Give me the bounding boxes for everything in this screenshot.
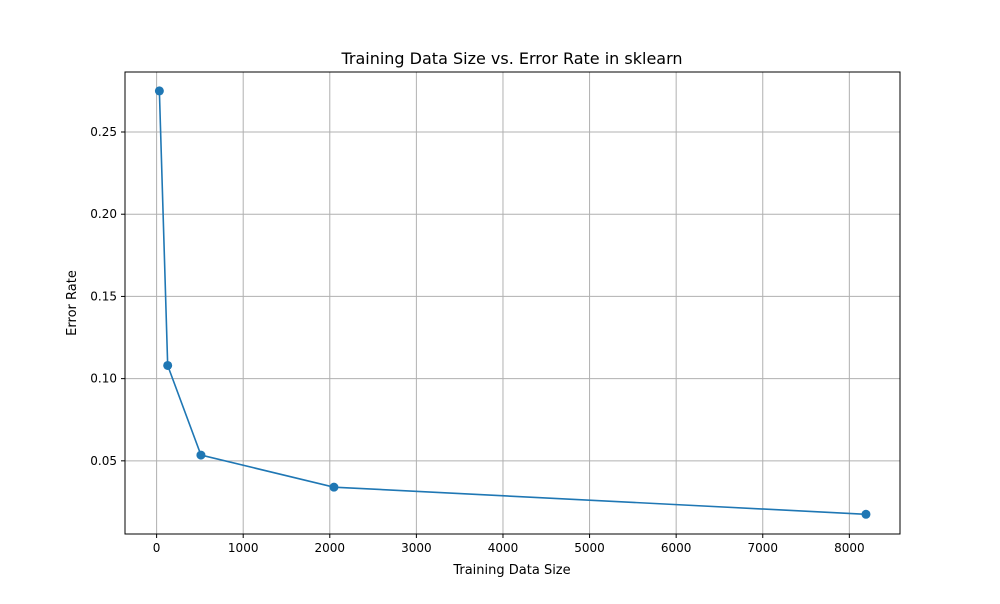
x-tick-label: 4000 xyxy=(488,541,519,555)
data-point xyxy=(163,360,173,370)
x-tick-label: 8000 xyxy=(834,541,865,555)
x-tick-label: 7000 xyxy=(747,541,778,555)
plot-area-frame xyxy=(124,71,901,535)
x-tick-label: 3000 xyxy=(401,541,432,555)
grid-lines xyxy=(125,72,900,534)
data-point xyxy=(196,450,206,460)
chart-title: Training Data Size vs. Error Rate in skl… xyxy=(340,49,682,68)
x-tick-label: 5000 xyxy=(574,541,605,555)
y-tick-label: 0.05 xyxy=(90,454,117,468)
x-tick-label: 2000 xyxy=(315,541,346,555)
x-tick-label: 6000 xyxy=(661,541,692,555)
data-point xyxy=(154,86,164,96)
y-tick-label: 0.25 xyxy=(90,125,117,139)
data-point xyxy=(329,482,339,492)
data-point xyxy=(861,509,871,519)
y-tick-label: 0.20 xyxy=(90,207,117,221)
y-axis-ticks: 0.05 0.10 0.15 0.20 0.25 xyxy=(90,125,125,468)
x-axis-ticks: 0 1000 2000 3000 4000 5000 6000 7000 8000 xyxy=(153,534,865,555)
y-tick-label: 0.10 xyxy=(90,372,117,386)
x-axis-label: Training Data Size xyxy=(452,563,570,578)
x-tick-label: 0 xyxy=(153,541,161,555)
data-series xyxy=(154,86,871,519)
y-tick-label: 0.15 xyxy=(90,289,117,303)
x-tick-label: 1000 xyxy=(228,541,259,555)
y-axis-label: Error Rate xyxy=(65,270,80,336)
